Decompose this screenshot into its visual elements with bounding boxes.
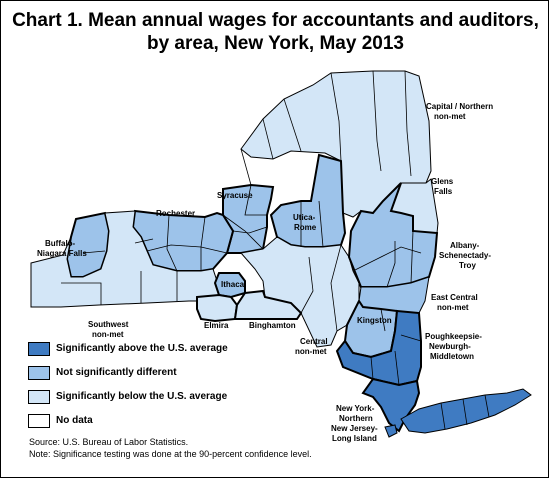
label-albany-3: Troy bbox=[459, 261, 476, 270]
label-nyc-4: Long Island bbox=[332, 434, 377, 443]
label-rochester: Rochester bbox=[156, 209, 195, 218]
label-utica-1: Utica- bbox=[293, 213, 316, 222]
label-poughkeepsie-2: Newburgh- bbox=[429, 342, 471, 351]
label-syracuse: Syracuse bbox=[217, 191, 253, 200]
area-staten-island bbox=[384, 424, 398, 438]
label-binghamton: Binghamton bbox=[249, 321, 296, 330]
area-albany bbox=[347, 182, 439, 288]
label-kingston: Kingston bbox=[357, 316, 392, 325]
label-glens-2: Falls bbox=[434, 187, 453, 196]
label-glens-1: Glens bbox=[431, 177, 454, 186]
label-elmira: Elmira bbox=[204, 321, 229, 330]
legend-swatch-above bbox=[28, 342, 50, 356]
legend-label-above: Significantly above the U.S. average bbox=[56, 343, 228, 354]
area-elmira bbox=[196, 293, 239, 323]
chart-title: Chart 1. Mean annual wages for accountan… bbox=[12, 10, 539, 31]
label-east-central-1: East Central bbox=[431, 293, 478, 302]
label-southwest-1: Southwest bbox=[88, 320, 129, 329]
chart-subtitle: by area, New York, May 2013 bbox=[146, 33, 404, 54]
label-ithaca: Ithaca bbox=[221, 280, 245, 289]
label-capital-1: Capital / Northern bbox=[426, 102, 493, 111]
label-buffalo-1: Buffalo- bbox=[45, 239, 76, 248]
area-long-island bbox=[400, 388, 532, 434]
label-albany-2: Schenectady- bbox=[439, 251, 491, 260]
label-buffalo-2: Niagara Falls bbox=[37, 249, 87, 258]
label-nyc-1: New York- bbox=[336, 404, 375, 413]
legend-swatch-not-significant bbox=[28, 366, 50, 380]
significance-note: Note: Significance testing was done at t… bbox=[29, 449, 312, 459]
label-nyc-3: New Jersey- bbox=[331, 424, 378, 433]
label-poughkeepsie-1: Poughkeepsie- bbox=[425, 332, 482, 341]
legend-label-not-significant: Not significantly different bbox=[56, 367, 177, 378]
area-ithaca bbox=[213, 272, 246, 299]
area-binghamton bbox=[233, 289, 303, 320]
label-central-1: Central bbox=[300, 337, 328, 346]
label-central-2: non-met bbox=[295, 347, 327, 356]
label-capital-2: non-met bbox=[434, 112, 466, 121]
county-lines bbox=[61, 70, 490, 430]
source-note: Source: U.S. Bureau of Labor Statistics. bbox=[29, 437, 189, 447]
label-poughkeepsie-3: Middletown bbox=[430, 352, 474, 361]
label-southwest-2: non-met bbox=[92, 330, 124, 339]
area-utica-rome bbox=[269, 153, 347, 248]
label-albany-1: Albany- bbox=[450, 241, 480, 250]
label-utica-2: Rome bbox=[294, 223, 317, 232]
legend-swatch-below bbox=[28, 390, 50, 404]
legend-label-no-data: No data bbox=[56, 415, 93, 426]
legend-swatch-no-data bbox=[28, 414, 50, 428]
legend-label-below: Significantly below the U.S. average bbox=[56, 391, 228, 402]
label-east-central-2: non-met bbox=[437, 303, 469, 312]
label-nyc-2: Northern bbox=[339, 414, 373, 423]
area-poughkeepsie bbox=[335, 309, 422, 387]
